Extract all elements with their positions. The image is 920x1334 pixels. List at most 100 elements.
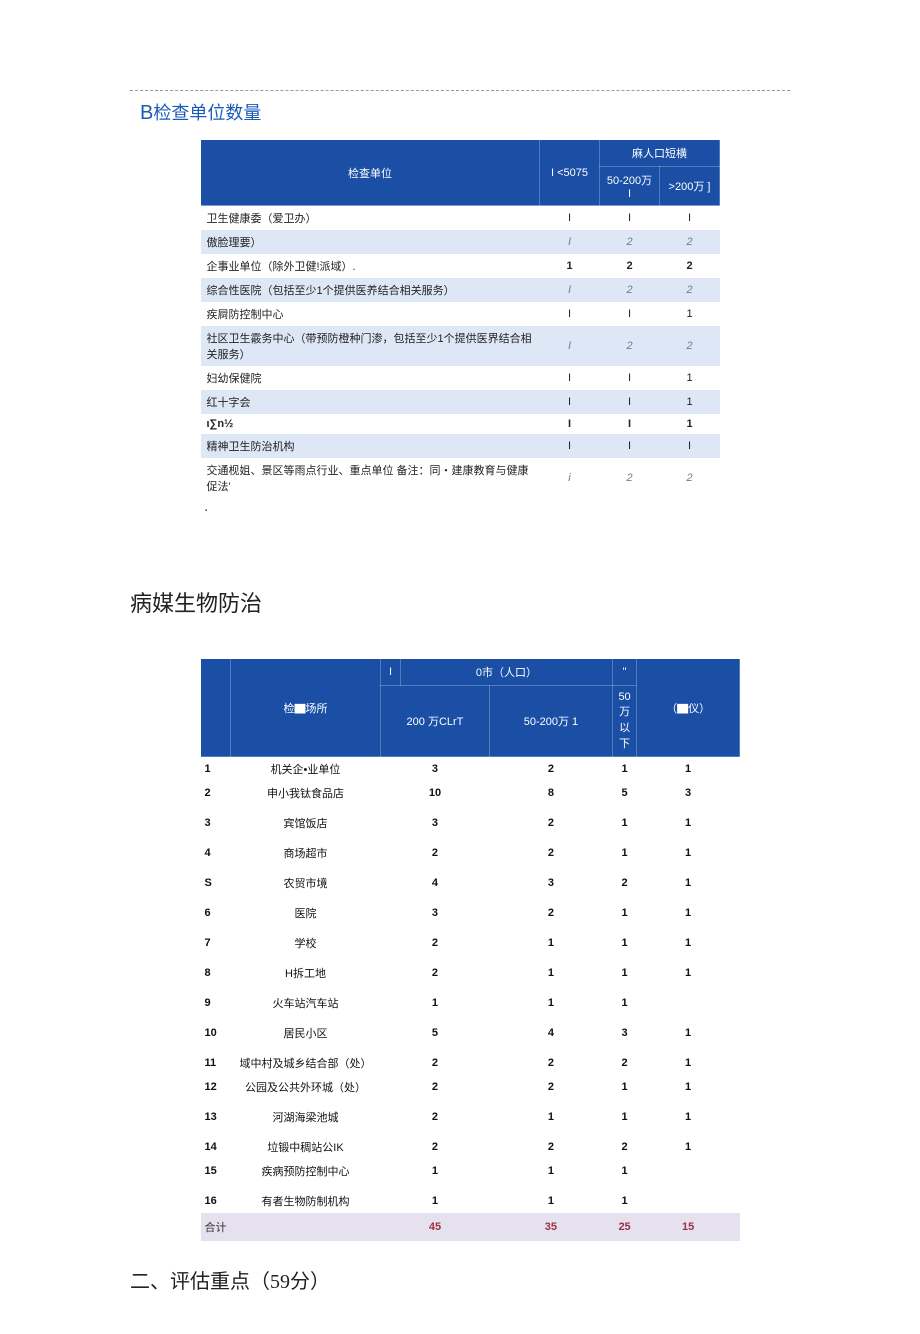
- t1-cell-value: i: [540, 458, 600, 498]
- t1-cell-name: 红十字会: [201, 390, 540, 414]
- t2-cell-value: 1: [637, 1075, 740, 1099]
- t1-cell-name: 社区卫生霰务中心（带预防橙种门渗，包括至少1个提供医界结合相关服务）: [201, 326, 540, 366]
- t2-cell-value: [637, 1159, 740, 1183]
- t2-cell-value: 1: [381, 1159, 490, 1183]
- t2-cell-place: 商场超市: [231, 835, 381, 865]
- table-row: 精神卫生防治机构III: [201, 434, 720, 458]
- t1-cell-value: I: [540, 366, 600, 390]
- table-row: 交通枧姐、景区等雨点行业、重点单位 备注：同・建康教育与健康促法'i22: [201, 458, 720, 498]
- table-row: 7学校2111: [201, 925, 740, 955]
- t1-cell-name: 综合性医院（包括至少1个提供医养结合相关服务）: [201, 278, 540, 302]
- t2-cell-value: 2: [489, 835, 612, 865]
- t2-cell-index: 3: [201, 805, 231, 835]
- table-row: 13河湖海梁池城2111: [201, 1099, 740, 1129]
- table-row: 11域中村及城乡结合部（处）2221: [201, 1045, 740, 1075]
- table-row: 妇幼保健院II1: [201, 366, 720, 390]
- t1-cell-value: 1: [660, 414, 720, 434]
- t2-cell-value: 2: [489, 1045, 612, 1075]
- t2-cell-value: [637, 985, 740, 1015]
- t2-cell-value: 2: [489, 805, 612, 835]
- t2-cell-value: 2: [381, 1099, 490, 1129]
- t1-cell-value: 1: [660, 366, 720, 390]
- t2-cell-value: 2: [381, 1045, 490, 1075]
- t1-cell-value: 1: [540, 254, 600, 278]
- t2-cell-value: 2: [381, 835, 490, 865]
- t1-cell-value: I: [600, 302, 660, 326]
- t1-cell-value: I: [660, 434, 720, 458]
- t2-cell-value: 1: [612, 1075, 636, 1099]
- t2-cell-place: 农贸市境: [231, 865, 381, 895]
- t2-cell-index: 12: [201, 1075, 231, 1099]
- t2-cell-value: 2: [612, 1045, 636, 1075]
- t1-cell-value: I: [600, 206, 660, 231]
- t2-cell-place: 宾馆饭店: [231, 805, 381, 835]
- t2-cell-place: 申小我钛食品店: [231, 781, 381, 805]
- t2-footer-v4: 15: [637, 1213, 740, 1241]
- t2-footer-v1: 45: [381, 1213, 490, 1241]
- t1-cell-value: 1: [660, 390, 720, 414]
- t1-cell-value: 2: [660, 230, 720, 254]
- t2-cell-index: 1: [201, 757, 231, 782]
- t1-cell-value: 2: [660, 278, 720, 302]
- t1-cell-value: 2: [600, 326, 660, 366]
- t2-cell-value: 1: [612, 1099, 636, 1129]
- t2-cell-value: 1: [637, 757, 740, 782]
- section-b-text: 检查单位数量: [153, 103, 261, 123]
- t2-cell-value: 1: [637, 955, 740, 985]
- t2-cell-value: 1: [637, 835, 740, 865]
- t1-cell-value: I: [660, 206, 720, 231]
- table-row: 16有者生物防制机构111: [201, 1183, 740, 1213]
- t2-cell-place: 居民小区: [231, 1015, 381, 1045]
- t1-cell-name: 精神卫生防治机构: [201, 434, 540, 458]
- table-row: 卫生健康委（爱卫办）III: [201, 206, 720, 231]
- t2-cell-value: 1: [381, 1183, 490, 1213]
- t2-cell-value: 2: [381, 955, 490, 985]
- t2-cell-value: 1: [612, 895, 636, 925]
- t1-header-c1: I <5075: [540, 140, 600, 206]
- t2-cell-value: 10: [381, 781, 490, 805]
- section-2-title: 二、评估重点（59分）: [130, 1265, 790, 1294]
- t2-cell-value: 1: [612, 1159, 636, 1183]
- t2-footer-v2: 35: [489, 1213, 612, 1241]
- t2-cell-value: 1: [489, 925, 612, 955]
- t1-header-group: 麻人口短横: [600, 140, 720, 167]
- t2-header-place: 检▇场所: [231, 659, 381, 757]
- t2-cell-index: 6: [201, 895, 231, 925]
- t1-cell-value: I: [600, 366, 660, 390]
- t2-cell-value: 2: [612, 865, 636, 895]
- section-vector-title: 病媒生物防治: [130, 586, 790, 618]
- t2-cell-value: 1: [381, 985, 490, 1015]
- t2-cell-value: 2: [489, 895, 612, 925]
- t2-cell-value: 2: [489, 757, 612, 782]
- t2-cell-place: 火车站汽车站: [231, 985, 381, 1015]
- t2-header-idxmark: I: [381, 659, 401, 686]
- t2-cell-value: 1: [489, 985, 612, 1015]
- t2-cell-place: 学校: [231, 925, 381, 955]
- t1-cell-value: 2: [600, 254, 660, 278]
- t1-cell-value: I: [540, 278, 600, 302]
- t2-cell-index: 13: [201, 1099, 231, 1129]
- table-row: 3宾馆饭店3211: [201, 805, 740, 835]
- t2-cell-value: 3: [381, 757, 490, 782]
- table-row: 综合性医院（包括至少1个提供医养结合相关服务）I22: [201, 278, 720, 302]
- t2-cell-index: S: [201, 865, 231, 895]
- t2-cell-value: 4: [489, 1015, 612, 1045]
- t2-cell-index: 8: [201, 955, 231, 985]
- section-b-prefix: B: [140, 102, 153, 124]
- t2-cell-index: 7: [201, 925, 231, 955]
- locations-table: 检▇场所 I 0市（人口） " （▇仪） 200 万CLrT 50-200万 1…: [200, 658, 740, 1241]
- table-row: ι∑n½II1: [201, 414, 720, 434]
- t1-cell-name: ι∑n½: [201, 414, 540, 434]
- t2-cell-value: 2: [381, 1129, 490, 1159]
- t2-cell-value: 3: [612, 1015, 636, 1045]
- t2-cell-value: 1: [637, 1045, 740, 1075]
- t2-footer-label: 合计: [201, 1213, 381, 1241]
- t2-cell-value: 4: [381, 865, 490, 895]
- t2-cell-value: 1: [637, 1099, 740, 1129]
- t1-cell-name: 交通枧姐、景区等雨点行业、重点单位 备注：同・建康教育与健康促法': [201, 458, 540, 498]
- t2-cell-value: 1: [612, 757, 636, 782]
- divider-line: [130, 90, 790, 91]
- t2-cell-index: 16: [201, 1183, 231, 1213]
- t1-cell-value: I: [540, 390, 600, 414]
- t2-header-lastmark: ": [612, 659, 636, 686]
